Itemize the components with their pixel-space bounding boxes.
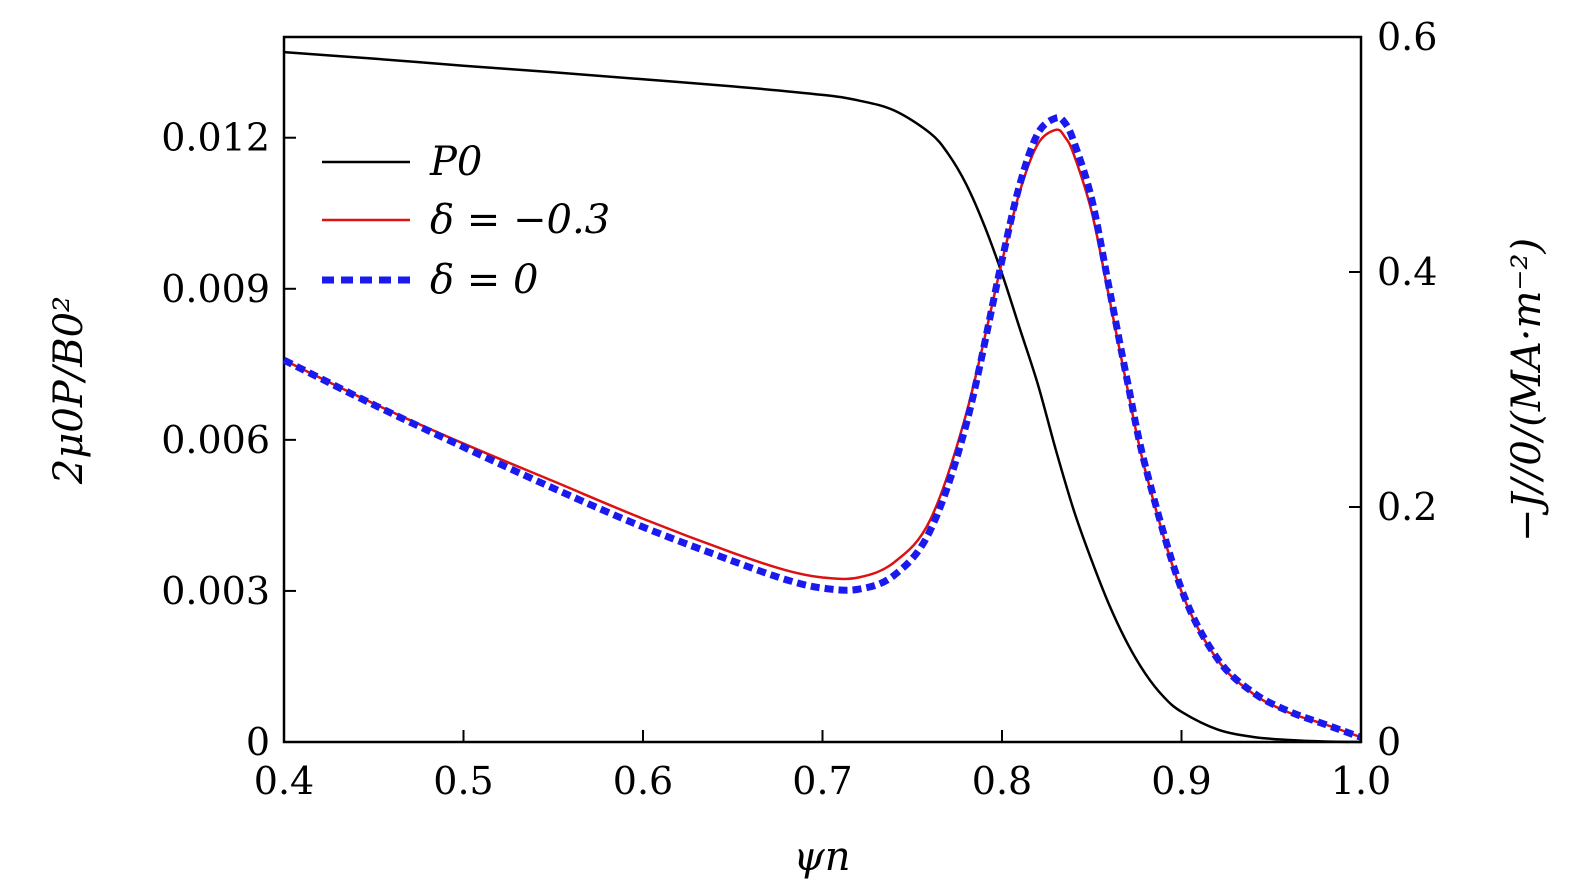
y-right-tick-label: 0.6 (1377, 15, 1437, 59)
tick-layer: 0.4 0.5 0.6 0.7 0.8 0.9 1.000.0030.0060.0090.0… (161, 15, 1437, 803)
y-left-tick-label: 0.012 (161, 116, 270, 160)
x-axis-title: ψn (793, 834, 850, 880)
legend: P0 δ = −0.3 δ = 0 (322, 139, 610, 303)
y-right-tick-label: 0 (1377, 720, 1401, 764)
legend-label-delta-0: δ = 0 (430, 257, 538, 303)
y-left-tick-label: 0 (246, 720, 270, 764)
y-left-tick-label: 0.003 (161, 569, 270, 613)
series-line-0 (283, 50, 1362, 744)
x-tick-label: 0.4 (254, 759, 314, 803)
series-line-2 (282, 114, 1363, 741)
x-tick-label: 0.8 (972, 759, 1032, 803)
legend-label-p0: P0 (429, 139, 482, 185)
y-left-tick-label: 0.009 (161, 267, 270, 311)
y-right-tick-label: 0.2 (1377, 485, 1437, 529)
x-tick-label: 0.7 (792, 759, 852, 803)
x-tick-label: 1.0 (1331, 759, 1391, 803)
legend-label-delta-minus-0-3: δ = −0.3 (430, 197, 610, 243)
x-tick-label: 0.9 (1151, 759, 1211, 803)
x-tick-label: 0.6 (613, 759, 673, 803)
y-left-axis-title: 2μ0P/B0² (46, 296, 92, 485)
x-tick-label: 0.5 (433, 759, 493, 803)
y-right-axis-title: −J//0/(MA·m⁻²) (1504, 238, 1550, 542)
series-layer (282, 50, 1363, 744)
y-left-tick-label: 0.006 (161, 418, 270, 462)
y-right-tick-label: 0.4 (1377, 250, 1437, 294)
